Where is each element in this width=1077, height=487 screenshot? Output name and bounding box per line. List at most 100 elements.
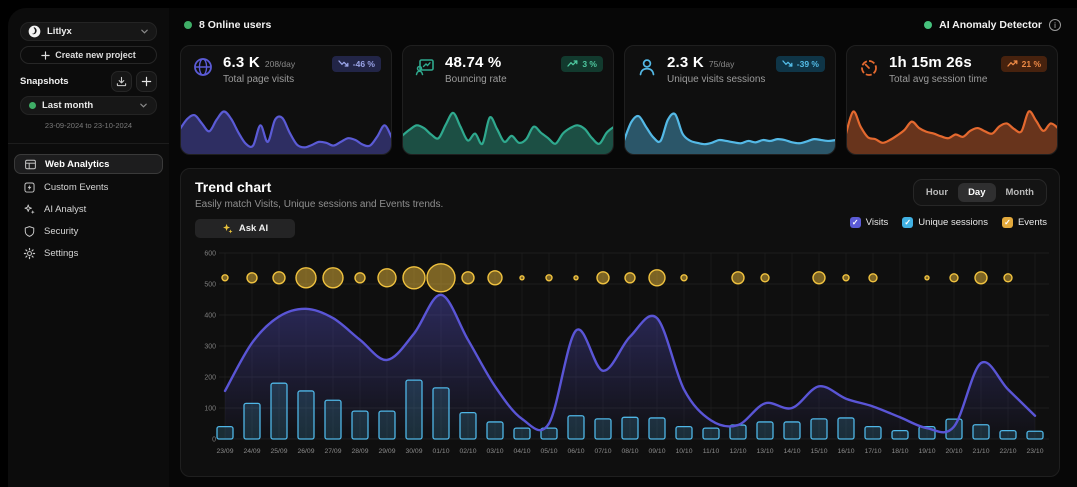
svg-text:10/10: 10/10 bbox=[675, 448, 692, 455]
svg-text:200: 200 bbox=[204, 375, 216, 382]
trend-badge: -39 % bbox=[776, 56, 825, 72]
svg-text:24/09: 24/09 bbox=[243, 448, 260, 455]
project-selector[interactable]: Litlyx bbox=[20, 22, 157, 41]
svg-text:09/10: 09/10 bbox=[648, 448, 665, 455]
add-snapshot-button[interactable] bbox=[136, 71, 157, 92]
stat-card-total-page-visits: 6.3 K208/day Total page visits -46 % bbox=[180, 45, 392, 155]
svg-text:12/10: 12/10 bbox=[729, 448, 746, 455]
trend-badge: 21 % bbox=[1001, 56, 1047, 72]
svg-text:26/09: 26/09 bbox=[297, 448, 314, 455]
presentation-user-icon bbox=[414, 56, 436, 83]
stat-value: 1h 15m 26s bbox=[889, 54, 972, 71]
sidebar-item-security[interactable]: Security bbox=[14, 221, 163, 241]
snapshot-period-select[interactable]: Last month bbox=[20, 96, 157, 115]
stat-value: 2.3 K bbox=[667, 54, 704, 71]
range-button-month[interactable]: Month bbox=[996, 183, 1045, 202]
svg-text:11/10: 11/10 bbox=[703, 448, 720, 455]
sidebar-item-settings[interactable]: Settings bbox=[14, 243, 163, 263]
browser-window-icon bbox=[24, 158, 37, 171]
stat-card-unique-visits: 2.3 K75/day Unique visits sessions -39 % bbox=[624, 45, 836, 155]
sidebar-item-label: AI Analyst bbox=[44, 204, 86, 215]
svg-text:08/10: 08/10 bbox=[621, 448, 638, 455]
stat-card-bouncing-rate: 48.74 % Bouncing rate 3 % bbox=[402, 45, 614, 155]
create-new-project-button[interactable]: Create new project bbox=[20, 46, 157, 64]
svg-text:29/09: 29/09 bbox=[378, 448, 395, 455]
sidebar-item-custom-events[interactable]: Custom Events bbox=[14, 177, 163, 197]
svg-text:21/10: 21/10 bbox=[972, 448, 989, 455]
stat-label: Total page visits bbox=[223, 74, 294, 85]
timer-icon bbox=[858, 56, 880, 83]
sidebar-item-web-analytics[interactable]: Web Analytics bbox=[14, 154, 163, 174]
snapshots-label: Snapshots bbox=[20, 76, 107, 87]
svg-text:500: 500 bbox=[204, 282, 216, 289]
svg-text:04/10: 04/10 bbox=[513, 448, 530, 455]
svg-text:14/10: 14/10 bbox=[783, 448, 800, 455]
legend-toggle-unique-sessions[interactable]: ✓ Unique sessions bbox=[902, 217, 988, 228]
plus-icon bbox=[141, 76, 152, 87]
range-button-hour[interactable]: Hour bbox=[916, 183, 958, 202]
svg-text:23/09: 23/09 bbox=[216, 448, 233, 455]
svg-text:600: 600 bbox=[204, 251, 216, 258]
sparkline-chart bbox=[180, 101, 392, 155]
trend-badge: -46 % bbox=[332, 56, 381, 72]
stat-label: Total avg session time bbox=[889, 74, 987, 85]
litlyx-logo bbox=[28, 25, 41, 38]
user-icon bbox=[636, 56, 658, 83]
svg-text:23/10: 23/10 bbox=[1026, 448, 1043, 455]
sidebar-item-ai-analyst[interactable]: AI Analyst bbox=[14, 199, 163, 219]
anomaly-detector-label: AI Anomaly Detector bbox=[939, 19, 1042, 31]
trend-down-icon bbox=[338, 59, 349, 70]
download-icon bbox=[116, 76, 127, 87]
sidebar-item-label: Settings bbox=[44, 248, 78, 259]
plus-icon bbox=[41, 51, 50, 60]
info-icon[interactable]: i bbox=[1049, 19, 1061, 31]
stat-value: 48.74 % bbox=[445, 54, 501, 71]
trend-up-icon bbox=[1007, 59, 1018, 70]
legend-toggle-visits[interactable]: ✓ Visits bbox=[850, 217, 889, 228]
ai-sparkles-icon bbox=[222, 223, 233, 234]
export-snapshot-button[interactable] bbox=[111, 71, 132, 92]
gear-icon bbox=[23, 247, 36, 260]
chevron-down-icon bbox=[140, 23, 149, 41]
anomaly-status-dot bbox=[924, 21, 932, 29]
checkbox-checked-icon: ✓ bbox=[850, 217, 861, 228]
svg-text:17/10: 17/10 bbox=[864, 448, 881, 455]
project-name: Litlyx bbox=[47, 26, 134, 37]
ask-ai-button[interactable]: Ask AI bbox=[195, 219, 295, 238]
sidebar: Litlyx Create new project Snapshots Last… bbox=[8, 8, 169, 487]
online-status-dot bbox=[184, 21, 192, 29]
sparkline-chart bbox=[846, 101, 1058, 155]
sparkline-chart bbox=[402, 101, 614, 155]
sidebar-item-label: Web Analytics bbox=[45, 159, 109, 170]
trend-badge: 3 % bbox=[561, 56, 603, 72]
svg-text:0: 0 bbox=[212, 437, 216, 444]
svg-text:27/09: 27/09 bbox=[324, 448, 341, 455]
lightning-square-icon bbox=[23, 181, 36, 194]
svg-text:20/10: 20/10 bbox=[945, 448, 962, 455]
sparkles-icon bbox=[23, 203, 36, 216]
stat-card-avg-session-time: 1h 15m 26s Total avg session time 21 % bbox=[846, 45, 1058, 155]
svg-text:30/09: 30/09 bbox=[405, 448, 422, 455]
svg-text:28/09: 28/09 bbox=[351, 448, 368, 455]
svg-text:400: 400 bbox=[204, 313, 216, 320]
range-segmented-control: Hour Day Month bbox=[913, 179, 1047, 206]
sidebar-item-label: Security bbox=[44, 226, 78, 237]
range-button-day[interactable]: Day bbox=[958, 183, 995, 202]
period-status-dot bbox=[29, 102, 36, 109]
legend-toggle-events[interactable]: ✓ Events bbox=[1002, 217, 1047, 228]
svg-text:05/10: 05/10 bbox=[540, 448, 557, 455]
sidebar-divider bbox=[8, 143, 169, 144]
svg-text:01/10: 01/10 bbox=[432, 448, 449, 455]
trend-chart-subtitle: Easily match Visits, Unique sessions and… bbox=[195, 199, 443, 210]
svg-text:03/10: 03/10 bbox=[486, 448, 503, 455]
svg-text:100: 100 bbox=[204, 406, 216, 413]
trend-chart-canvas[interactable]: 010020030040050060023/0924/0925/0926/092… bbox=[187, 245, 1055, 471]
svg-text:15/10: 15/10 bbox=[810, 448, 827, 455]
svg-text:18/10: 18/10 bbox=[891, 448, 908, 455]
svg-text:25/09: 25/09 bbox=[270, 448, 287, 455]
online-users: 8 Online users bbox=[184, 19, 271, 31]
trend-down-icon bbox=[782, 59, 793, 70]
svg-text:07/10: 07/10 bbox=[594, 448, 611, 455]
svg-text:19/10: 19/10 bbox=[918, 448, 935, 455]
sparkline-chart bbox=[624, 101, 836, 155]
